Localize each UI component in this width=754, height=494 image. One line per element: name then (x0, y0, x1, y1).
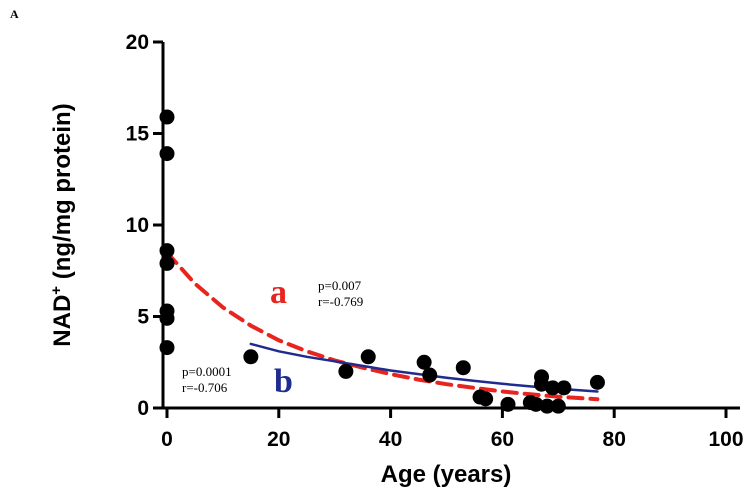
fit-curve-a (165, 250, 600, 402)
fit-curve-b (249, 342, 599, 393)
data-point (550, 398, 566, 414)
x-tick-label: 80 (603, 428, 626, 451)
data-point (243, 349, 259, 365)
data-point (159, 243, 175, 259)
data-point (500, 396, 516, 412)
y-tick-label: 20 (126, 31, 149, 54)
data-point (589, 374, 605, 390)
curve-a-label: a (270, 274, 287, 311)
x-tick-label: 0 (161, 428, 173, 451)
x-tick-label: 60 (491, 428, 514, 451)
data-point (422, 367, 438, 383)
curve-a-p-value: p=0.007 (318, 278, 362, 293)
data-point (455, 360, 471, 376)
fit-curves (165, 250, 600, 402)
data-point (416, 354, 432, 370)
y-axis-title-main: NAD (49, 295, 76, 347)
data-point (159, 146, 175, 162)
curve-b-label: b (274, 363, 293, 400)
data-point (159, 340, 175, 356)
curve-b-p-value: p=0.0001 (182, 364, 232, 379)
x-tick-label: 100 (708, 428, 743, 451)
curve-b-r-value: r=-0.706 (182, 380, 228, 395)
y-axis-title: NAD+ (ng/mg protein) (48, 103, 76, 346)
data-point (360, 349, 376, 365)
data-point (539, 398, 555, 414)
x-tick-label: 20 (267, 428, 290, 451)
x-tick-label: 40 (379, 428, 402, 451)
data-point (159, 255, 175, 271)
x-axis-title: Age (years) (381, 461, 512, 488)
y-axis-title-sup: + (48, 286, 65, 295)
y-tick-label: 10 (126, 214, 149, 237)
data-point (528, 396, 544, 412)
curve-a-r-value: r=-0.769 (318, 294, 363, 309)
data-points (159, 109, 605, 414)
y-ticks: 0 5 10 15 20 (126, 31, 163, 420)
panel-label: A (10, 7, 19, 21)
data-point (338, 363, 354, 379)
y-tick-label: 15 (126, 123, 150, 146)
data-point (478, 391, 494, 407)
x-ticks: 0 20 40 60 80 100 (161, 408, 744, 451)
data-point (159, 109, 175, 125)
y-tick-label: 0 (137, 397, 149, 420)
data-point (159, 310, 175, 326)
data-point (556, 380, 572, 396)
y-axis-title-rest: (ng/mg protein) (49, 103, 76, 286)
y-tick-label: 5 (137, 306, 149, 329)
data-point (545, 380, 561, 396)
